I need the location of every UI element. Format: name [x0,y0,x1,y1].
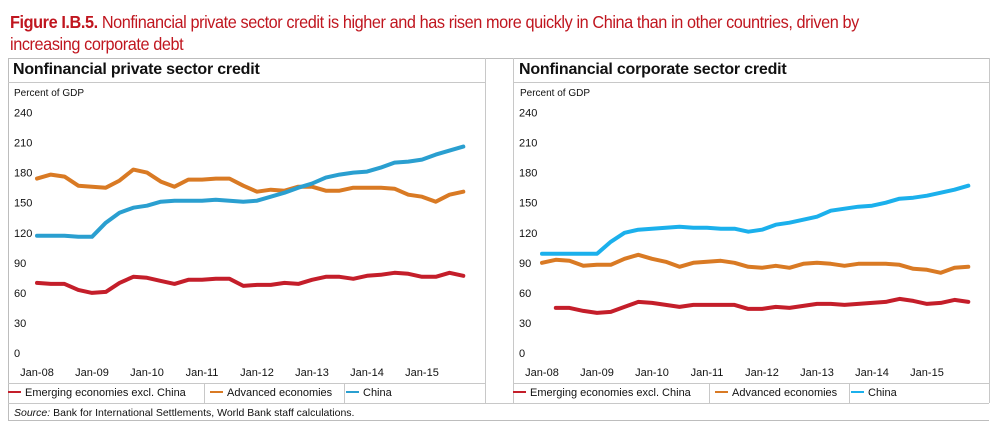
legend-private-credit: Emerging economies excl. China Advanced … [8,383,486,403]
y-tick-label: 90 [519,258,531,270]
figure-title-text: Nonfinancial private sector credit is hi… [10,12,859,54]
chart-private-credit: 0 30 60 90 120 150 180 210 240 Jan-08 Jan-09 Jan-10… [14,108,466,379]
legend-separator [709,384,710,403]
panel-title: Nonfinancial corporate sector credit [519,61,787,78]
x-tick-label: Jan-13 [800,367,834,379]
y-tick-label: 240 [519,108,537,120]
legend-swatch-advanced [210,391,223,394]
source-note: Source: Bank for International Settlemen… [8,403,989,421]
legend-swatch-emerging [8,391,21,394]
series-line [540,183,971,256]
x-tick-label: Jan-14 [350,367,384,379]
y-tick-label: 30 [519,318,531,330]
legend-separator [849,384,850,403]
legend-swatch-china [346,391,359,394]
series-line [35,144,466,239]
panel-divider [8,82,485,83]
legend-label: Advanced economies [227,387,333,399]
x-tick-label: Jan-15 [910,367,944,379]
series-line [553,296,971,315]
y-tick-label: 0 [519,348,525,360]
x-tick-label: Jan-10 [635,367,669,379]
y-tick-label: 60 [519,288,531,300]
y-tick-label: 60 [14,288,26,300]
series-china [540,183,971,256]
y-tick-label: 210 [519,138,537,150]
y-tick-label: 120 [519,228,537,240]
x-tick-label: Jan-12 [745,367,779,379]
legend-swatch-emerging [513,391,526,394]
legend-label: China [868,387,897,399]
y-tick-label: 180 [14,168,32,180]
x-tick-label: Jan-09 [580,367,614,379]
series-emerging-economies-excl-china [35,270,466,295]
x-tick-label: Jan-14 [855,367,889,379]
x-tick-label: Jan-15 [405,367,439,379]
x-tick-label: Jan-10 [130,367,164,379]
legend-item-emerging: Emerging economies excl. China [8,387,186,399]
y-tick-label: 0 [14,348,20,360]
series-line [35,270,466,295]
y-axis-unit-label: Percent of GDP [520,88,591,99]
series-advanced-economies [540,252,971,275]
legend-item-china: China [851,387,897,399]
figure-label: Figure I.B.5. [10,12,98,32]
y-axis-unit-label: Percent of GDP [14,88,85,99]
legend-separator [344,384,345,403]
legend-item-china: China [346,387,392,399]
figure-title: Figure I.B.5. Nonfinancial private secto… [10,11,917,55]
series-emerging-economies-excl-china [553,296,971,315]
y-tick-label: 150 [14,198,32,210]
y-tick-label: 180 [519,168,537,180]
legend-item-advanced: Advanced economies [210,387,332,399]
legend-item-emerging: Emerging economies excl. China [513,387,691,399]
y-tick-label: 240 [14,108,32,120]
legend-label: Emerging economies excl. China [25,387,186,399]
y-tick-label: 150 [519,198,537,210]
legend-swatch-advanced [715,391,728,394]
x-tick-label: Jan-12 [240,367,274,379]
y-tick-label: 120 [14,228,32,240]
x-tick-label: Jan-13 [295,367,329,379]
series-advanced-economies [35,167,466,204]
x-tick-label: Jan-11 [691,367,724,379]
x-tick-label: Jan-08 [20,367,54,379]
source-text: Bank for International Settlements, Worl… [50,407,355,419]
x-tick-label: Jan-08 [525,367,559,379]
legend-corporate-credit: Emerging economies excl. China Advanced … [513,383,990,403]
legend-label: China [363,387,392,399]
series-line [540,252,971,275]
legend-label: Advanced economies [732,387,838,399]
legend-label: Emerging economies excl. China [530,387,691,399]
legend-swatch-china [851,391,864,394]
series-line [35,167,466,204]
series-china [35,144,466,239]
panel-private-credit: Nonfinancial private sector credit Perce… [8,58,486,403]
x-tick-label: Jan-09 [75,367,109,379]
x-tick-label: Jan-11 [186,367,219,379]
legend-separator [204,384,205,403]
y-tick-label: 90 [14,258,26,270]
y-tick-label: 210 [14,138,32,150]
source-label: Source: [14,407,51,419]
y-tick-label: 30 [14,318,26,330]
legend-item-advanced: Advanced economies [715,387,837,399]
panel-divider [514,82,989,83]
chart-corporate-credit: 0 30 60 90 120 150 180 210 240 Jan-08 Jan-09 Jan-10… [519,108,971,379]
panel-title: Nonfinancial private sector credit [13,61,260,78]
figure-frame [8,58,989,421]
panel-corporate-credit: Nonfinancial corporate sector credit Per… [513,58,990,403]
